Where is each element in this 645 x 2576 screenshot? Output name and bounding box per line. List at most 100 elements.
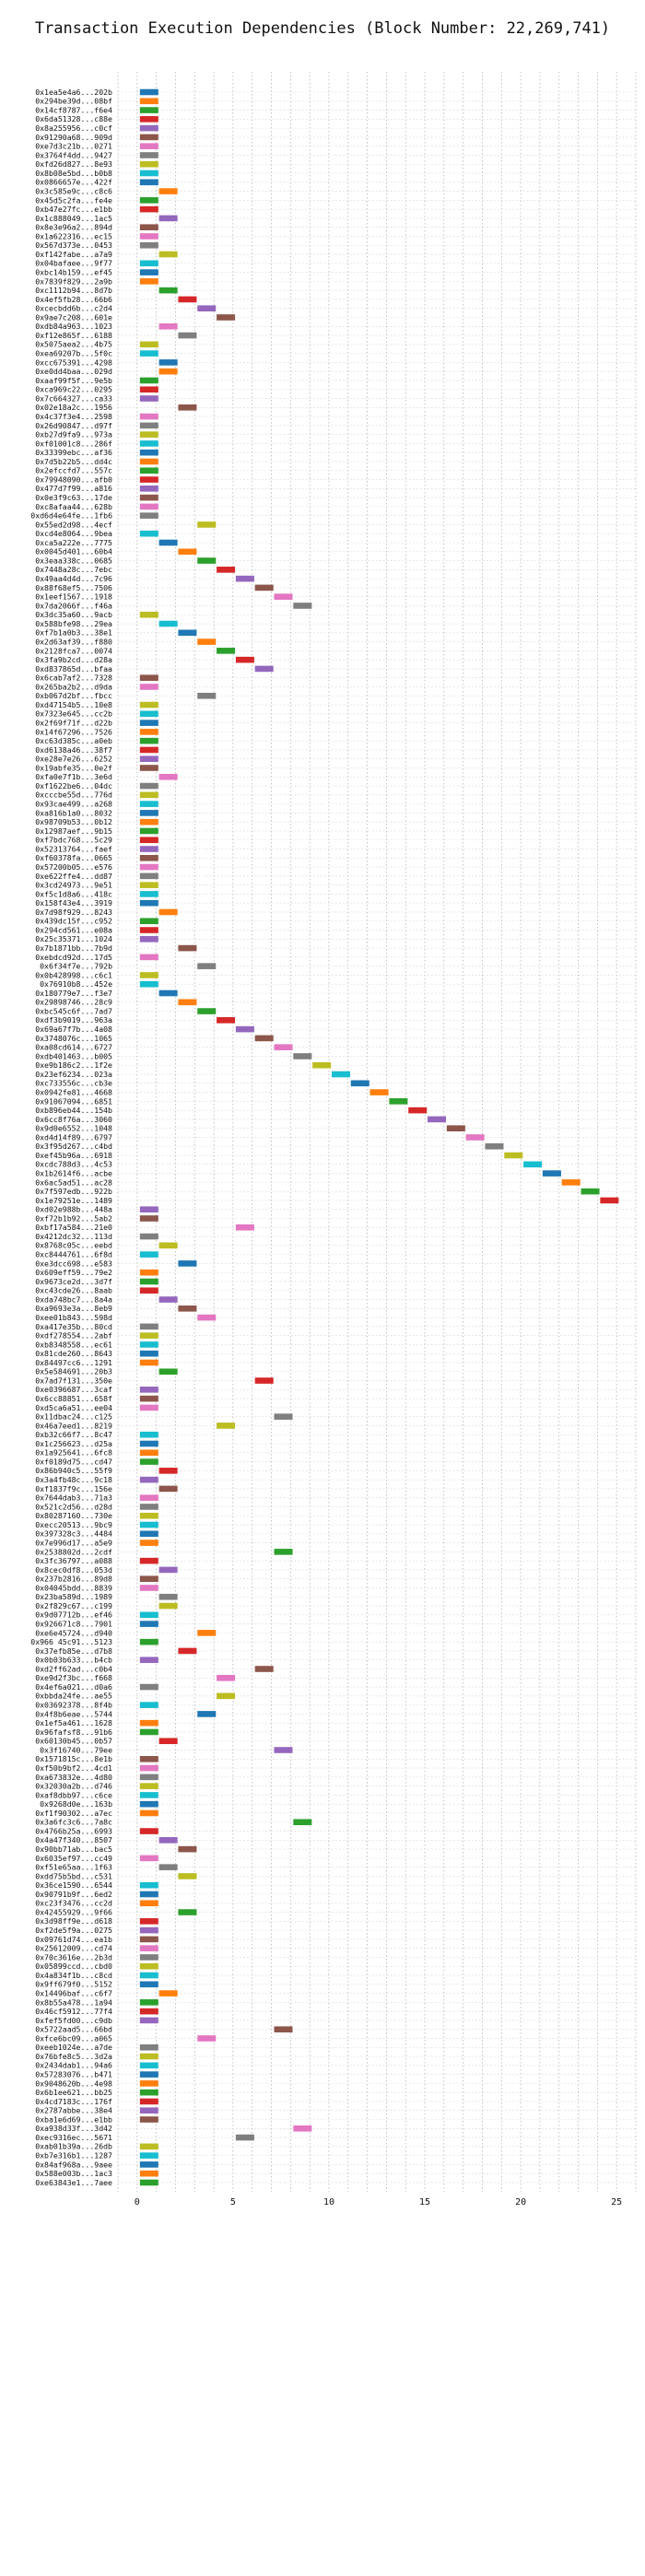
tx-hash-label: 0x8cec0df8...053d (35, 1565, 112, 1575)
tx-hash-label: 0x69a67f7b...4a08 (35, 1025, 112, 1034)
tx-hash-label: 0x0e3f9c63...17de (35, 493, 112, 502)
tx-execution-bar (293, 2125, 312, 2132)
tx-hash-label: 0x7448a28c...7ebc (35, 565, 112, 574)
tx-execution-bar (561, 1179, 580, 1186)
tx-execution-bar (139, 269, 158, 275)
tx-execution-bar (139, 278, 158, 285)
tx-execution-bar (139, 1206, 158, 1213)
tx-hash-label: 0x8b55a478...1a94 (35, 1997, 112, 2007)
tx-hash-label: 0x90791b9f...6ed2 (35, 1890, 112, 1899)
tx-execution-bar (158, 359, 178, 366)
tx-execution-bar (139, 2062, 158, 2069)
tx-hash-label: 0xca969c22...0295 (35, 385, 112, 394)
tx-hash-label: 0x45d5c2fa...fe4e (35, 195, 112, 205)
tx-execution-bar (139, 341, 158, 348)
tx-hash-label: 0x03692378...8f4b (35, 1701, 112, 1710)
tx-hash-label: 0x90bb71ab...bac5 (35, 1844, 112, 1854)
tx-hash-label: 0x2128fca7...0074 (35, 646, 112, 655)
tx-hash-label: 0x926671c8...7901 (35, 1620, 112, 1629)
tx-hash-label: 0x3eaa338c...0685 (35, 556, 112, 565)
tx-hash-label: 0xef45b96a...6918 (35, 1151, 112, 1160)
tx-execution-bar (139, 224, 158, 230)
tx-hash-label: 0xcccbe55d...776d (35, 790, 112, 800)
tx-hash-label: 0xa673832e...4d80 (35, 1773, 112, 1782)
tx-execution-bar (139, 1440, 158, 1447)
tx-execution-bar (158, 1602, 178, 1610)
tx-hash-label: 0x180779e7...f3e7 (35, 989, 112, 998)
tx-hash-label: 0x32030a2b...d746 (35, 1782, 112, 1791)
tx-execution-bar (254, 1666, 274, 1672)
tx-execution-bar (158, 1485, 178, 1493)
tx-execution-bar (178, 629, 197, 637)
tx-execution-bar (139, 1404, 158, 1411)
tx-hash-label: 0x6cab7af2...7328 (35, 673, 112, 683)
tx-hash-label: 0x19abfe35...0e2f (35, 763, 112, 772)
tx-hash-label: 0xee01b843...598d (35, 1313, 112, 1322)
tx-execution-bar (139, 1512, 158, 1519)
tx-hash-label: 0x3f16740...79ee (40, 1745, 112, 1754)
x-tick-label: 0 (135, 2197, 140, 2207)
tx-execution-bar (254, 665, 274, 673)
tx-hash-label: 0x7c664327...ca33 (35, 393, 112, 403)
tx-hash-label: 0x04045bdd...8839 (35, 1583, 112, 1592)
tx-execution-bar (139, 494, 158, 501)
tx-hash-label: 0x6cc88851...658f (35, 1394, 112, 1403)
tx-execution-bar (178, 1260, 197, 1267)
tx-hash-label: 0xd6d4e64fe...1fb6 (30, 511, 112, 521)
tx-execution-bar (178, 1873, 197, 1879)
tx-execution-bar (139, 1972, 158, 1979)
tx-hash-label: 0x60130b45...0b57 (35, 1737, 112, 1746)
tx-execution-bar (178, 548, 197, 556)
tx-execution-bar (158, 1468, 178, 1474)
tx-hash-label: 0x02e18a2c...1956 (35, 403, 112, 412)
tx-hash-label: 0x7ad7f131...350e (35, 1376, 112, 1385)
tx-hash-label: 0x4766b25a...6993 (35, 1826, 112, 1835)
tx-execution-bar (158, 1864, 178, 1870)
tx-hash-label: 0x1c888049...1ac5 (35, 214, 112, 223)
tx-execution-bar (139, 260, 158, 267)
tx-hash-label: 0xebdcd92d...17d5 (35, 953, 112, 962)
tx-hash-label: 0xca5a222e...7775 (35, 538, 112, 547)
tx-execution-bar (139, 1683, 158, 1691)
tx-hash-label: 0x7644dab3...71a3 (35, 1493, 112, 1503)
tx-hash-label: 0x1ea5e4a6...202b (35, 88, 112, 97)
tx-execution-bar (139, 1387, 158, 1393)
tx-execution-bar (158, 1738, 178, 1745)
tx-execution-bar (139, 846, 158, 852)
tx-hash-label: 0xe6e45724...d940 (35, 1628, 112, 1637)
tx-hash-label: 0xb067d2bf...fbcc (35, 691, 112, 700)
tx-hash-label: 0xe0396687...3caf (35, 1385, 112, 1394)
tx-hash-label: 0xf60378fa...0665 (35, 853, 112, 862)
tx-execution-bar (139, 2089, 158, 2096)
tx-hash-label: 0xe3dcc698...e583 (35, 1259, 112, 1268)
tx-execution-bar (139, 1719, 158, 1727)
tx-execution-bar (217, 314, 236, 321)
tx-hash-label: 0x588e003b...1ac3 (35, 2169, 112, 2178)
tx-hash-label: 0xd837865d...bfaa (35, 664, 112, 673)
tx-execution-bar (197, 521, 217, 528)
tx-execution-bar (139, 1540, 158, 1546)
tx-hash-label: 0x7d5b22b5...dd4c (35, 457, 112, 466)
tx-execution-bar (139, 1341, 158, 1348)
tx-execution-bar (139, 710, 158, 718)
tx-execution-bar (139, 954, 158, 961)
tx-hash-label: 0x7b1871bb...7b9d (35, 943, 112, 953)
tx-execution-bar (139, 1504, 158, 1510)
tx-execution-bar (254, 1377, 274, 1384)
tx-hash-label: 0xb8348558...ec61 (35, 1340, 112, 1349)
tx-hash-label: 0x6035ef97...cc49 (35, 1854, 112, 1863)
tx-execution-bar (274, 2026, 293, 2032)
tx-execution-bar (217, 1423, 236, 1429)
tx-execution-bar (139, 891, 158, 897)
tx-execution-bar (178, 332, 197, 339)
tx-hash-label: 0x76bfe8c5...3d2a (35, 2052, 112, 2061)
tx-hash-label: 0xe0dd4baa...029d (35, 367, 112, 376)
tx-hash-label: 0x91067094...6851 (35, 1096, 112, 1106)
tx-execution-bar (369, 1089, 389, 1095)
tx-execution-bar (139, 160, 158, 168)
tx-execution-bar (139, 1783, 158, 1789)
tx-hash-label: 0xf12e865f...6188 (35, 331, 112, 340)
tx-hash-label: 0x1a622316...ec15 (35, 231, 112, 240)
tx-execution-bar (485, 1142, 504, 1150)
